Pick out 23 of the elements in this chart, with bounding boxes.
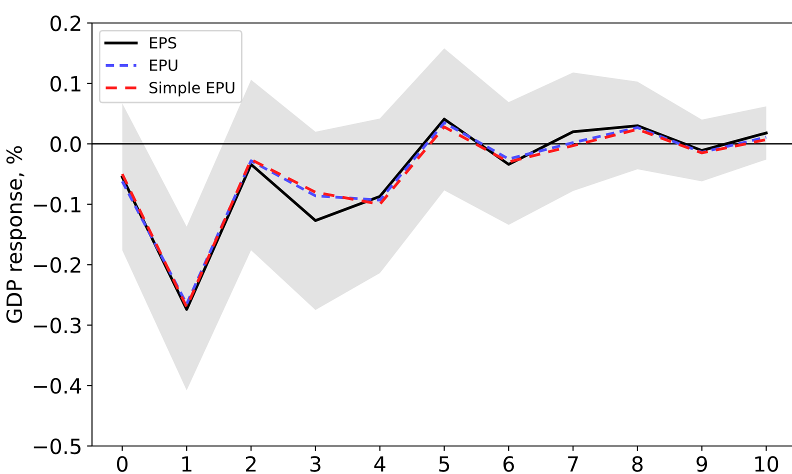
x-tick-label: 5 bbox=[439, 456, 450, 472]
x-tick-label: 2 bbox=[246, 456, 256, 472]
x-tick-label: 7 bbox=[568, 456, 578, 472]
x-tick-label: 1 bbox=[182, 456, 192, 472]
x-tick-label: 0 bbox=[117, 456, 128, 472]
y-tick-label: −0.3 bbox=[34, 318, 81, 334]
x-tick-label: 3 bbox=[310, 456, 320, 472]
x-tick-label: 10 bbox=[755, 456, 778, 472]
x-tick-label: 6 bbox=[503, 456, 514, 472]
y-tick-label: −0.1 bbox=[34, 196, 80, 212]
x-tick-label: 4 bbox=[374, 456, 386, 472]
legend-label: Simple EPU bbox=[150, 82, 234, 96]
x-tick-label: 8 bbox=[632, 456, 643, 472]
legend-label: EPS bbox=[150, 37, 176, 49]
y-tick-label: −0.5 bbox=[34, 438, 80, 454]
y-tick-label: 0.1 bbox=[50, 76, 80, 92]
y-axis-title: GDP response, % bbox=[6, 146, 26, 323]
x-tick-label: 9 bbox=[696, 456, 708, 472]
y-tick-label: 0.0 bbox=[50, 136, 81, 152]
y-tick-label: −0.4 bbox=[34, 378, 82, 394]
legend-label: EPU bbox=[150, 60, 178, 71]
y-tick-label: 0.2 bbox=[50, 15, 80, 32]
y-tick-label: −0.2 bbox=[34, 257, 80, 273]
